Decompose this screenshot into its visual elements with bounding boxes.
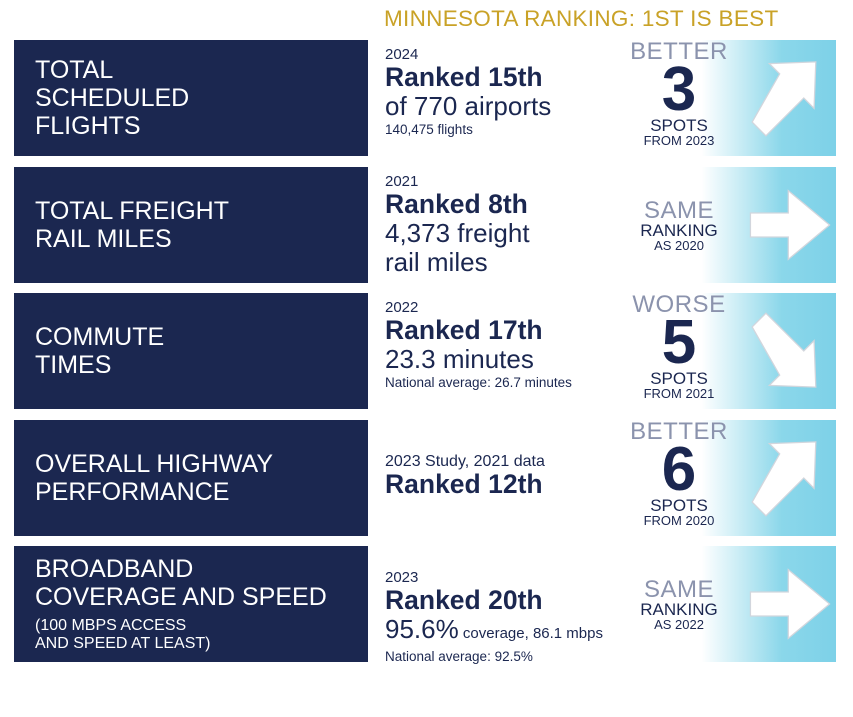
change-baseline: FROM 2023 — [643, 133, 715, 148]
ranking-row-flights: TOTAL SCHEDULED FLIGHTS 2024 Ranked 15th… — [14, 40, 836, 156]
change-direction: SAME — [643, 575, 714, 603]
change-baseline: FROM 2020 — [643, 513, 715, 528]
ranking-info: 2022 Ranked 17th 23.3 minutes National a… — [385, 293, 630, 409]
metric-text: 95.6% coverage, 86.1 mbps — [385, 615, 630, 648]
ranking-info: 2023 Ranked 20th 95.6% coverage, 86.1 mb… — [385, 546, 630, 664]
category-label-box: TOTAL SCHEDULED FLIGHTS — [14, 40, 368, 156]
metric-note: National average: 26.7 minutes — [385, 375, 572, 390]
category-label-box: TOTAL FREIGHT RAIL MILES — [14, 167, 368, 283]
change-badge-text: SAME RANKING AS 2020 — [619, 167, 739, 283]
metric-note: National average: 92.5% — [385, 649, 533, 664]
change-unit: RANKING — [640, 599, 718, 619]
ranking-row-broadband: BROADBAND COVERAGE AND SPEED (100 MBPS A… — [14, 546, 836, 664]
metric-text: of 770 airports — [385, 91, 552, 121]
rank-text: Ranked 8th — [385, 189, 528, 219]
rank-text: Ranked 12th — [385, 469, 543, 499]
category-label-box: COMMUTE TIMES — [14, 293, 368, 409]
change-direction: BETTER — [630, 418, 728, 445]
data-year: 2022 — [385, 299, 419, 316]
page-header: MINNESOTA RANKING: 1ST IS BEST — [384, 6, 779, 31]
data-year: 2024 — [385, 46, 419, 63]
ranking-info: 2023 Study, 2021 data Ranked 12th — [385, 420, 630, 536]
change-badge-text: SAME RANKING AS 2022 — [619, 546, 739, 662]
category-subtitle: (100 MBPS ACCESS AND SPEED AT LEAST) — [35, 617, 211, 652]
category-title: TOTAL SCHEDULED FLIGHTS — [35, 56, 190, 140]
change-badge-text: WORSE 5 SPOTS FROM 2021 — [619, 293, 739, 409]
change-badge: SAME RANKING AS 2020 — [619, 167, 836, 283]
category-title: BROADBAND COVERAGE AND SPEED — [35, 555, 327, 611]
arrow-right-icon — [749, 189, 831, 261]
change-direction: BETTER — [630, 38, 728, 65]
ranking-info: 2021 Ranked 8th 4,373 freight rail miles — [385, 167, 630, 283]
change-unit: RANKING — [640, 220, 718, 240]
change-badge: WORSE 5 SPOTS FROM 2021 — [619, 293, 836, 409]
rank-text: Ranked 20th — [385, 585, 543, 615]
change-number: 5 — [661, 308, 697, 377]
change-direction: SAME — [643, 196, 714, 224]
data-year: 2021 — [385, 173, 419, 190]
change-badge: BETTER 3 SPOTS FROM 2023 — [619, 40, 836, 156]
change-baseline: AS 2022 — [654, 616, 704, 632]
category-label-box: BROADBAND COVERAGE AND SPEED (100 MBPS A… — [14, 546, 368, 662]
change-unit: SPOTS — [650, 496, 708, 515]
category-title: OVERALL HIGHWAY PERFORMANCE — [35, 450, 274, 506]
category-label-box: OVERALL HIGHWAY PERFORMANCE — [14, 420, 368, 536]
data-year: 2023 — [385, 569, 419, 586]
arrow-up-right-icon — [751, 61, 817, 137]
category-title: COMMUTE TIMES — [35, 323, 165, 379]
ranking-info: 2024 Ranked 15th of 770 airports 140,475… — [385, 40, 630, 156]
arrow-up-right-icon — [751, 441, 817, 517]
rank-text: Ranked 17th — [385, 315, 543, 345]
change-baseline: AS 2020 — [654, 237, 704, 253]
rank-text: Ranked 15th — [385, 62, 543, 92]
change-direction: WORSE — [632, 291, 726, 318]
change-number: 6 — [661, 435, 697, 504]
arrow-right-icon — [749, 568, 831, 640]
change-unit: SPOTS — [650, 369, 708, 388]
ranking-row-freight-rail: TOTAL FREIGHT RAIL MILES 2021 Ranked 8th… — [14, 167, 836, 283]
arrow-down-right-icon — [751, 312, 817, 388]
category-title: TOTAL FREIGHT RAIL MILES — [35, 197, 229, 253]
metric-text: 23.3 minutes — [385, 344, 534, 374]
change-badge: SAME RANKING AS 2022 — [619, 546, 836, 662]
change-baseline: FROM 2021 — [643, 386, 715, 401]
change-number: 3 — [661, 55, 697, 124]
metric-text: 4,373 freight rail miles — [385, 218, 530, 277]
data-year: 2023 Study, 2021 data — [385, 453, 545, 470]
metric-main: 95.6% — [385, 614, 459, 644]
metric-note: 140,475 flights — [385, 122, 473, 137]
change-badge-text: BETTER 6 SPOTS FROM 2020 — [619, 420, 739, 536]
change-badge-text: BETTER 3 SPOTS FROM 2023 — [619, 40, 739, 156]
ranking-row-highway: OVERALL HIGHWAY PERFORMANCE 2023 Study, … — [14, 420, 836, 536]
change-badge: BETTER 6 SPOTS FROM 2020 — [619, 420, 836, 536]
ranking-row-commute: COMMUTE TIMES 2022 Ranked 17th 23.3 minu… — [14, 293, 836, 409]
change-unit: SPOTS — [650, 116, 708, 135]
metric-detail: coverage, 86.1 mbps — [458, 625, 603, 642]
